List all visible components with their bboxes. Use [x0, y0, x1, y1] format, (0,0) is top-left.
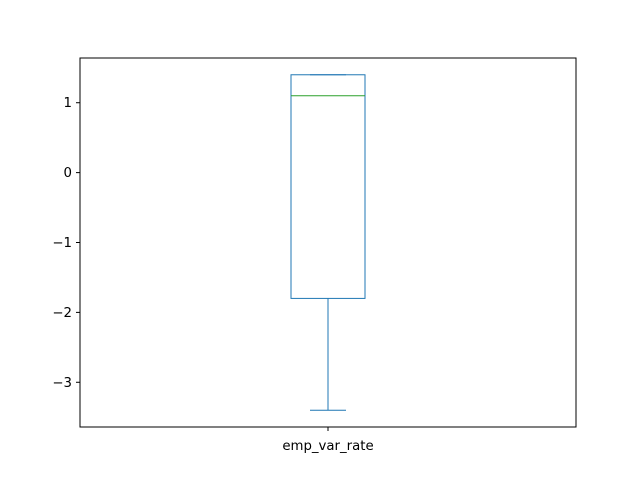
- y-tick-label: −2: [52, 306, 72, 321]
- y-tick-label: 0: [64, 166, 72, 181]
- y-tick-label: −3: [52, 376, 72, 391]
- box-group-emp_var_rate: [290, 74, 366, 411]
- y-axis: 1 0 −1 −2 −3: [52, 96, 80, 391]
- iqr-box: [290, 74, 366, 299]
- chart-marks: [290, 74, 366, 411]
- y-tick-label: 1: [64, 96, 72, 111]
- y-tick-label: −1: [52, 236, 72, 251]
- x-tick-label: emp_var_rate: [282, 439, 373, 454]
- x-axis: emp_var_rate: [282, 427, 374, 454]
